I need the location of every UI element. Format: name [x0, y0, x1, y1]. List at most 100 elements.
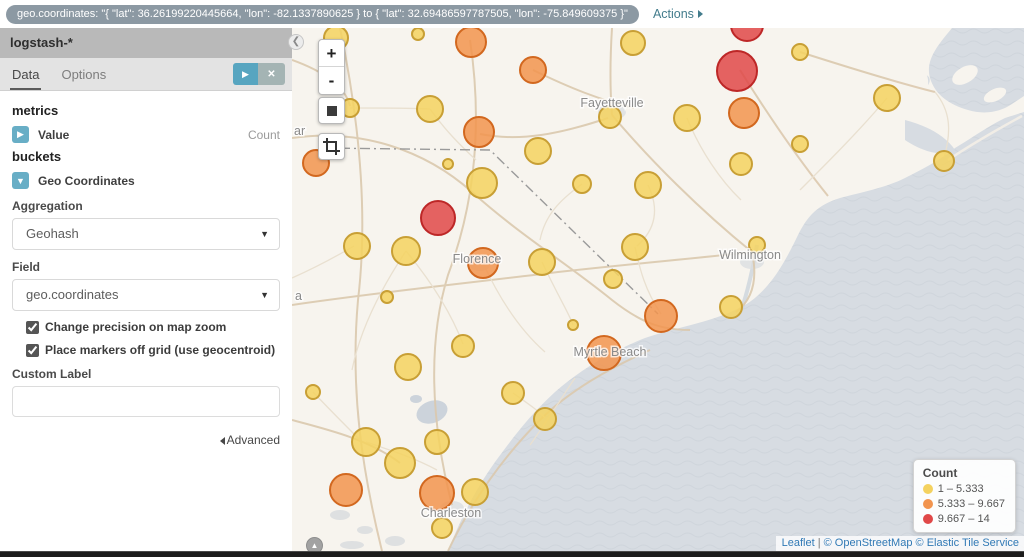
advanced-toggle[interactable]: Advanced [12, 433, 280, 447]
bubble-marker[interactable] [716, 50, 758, 92]
bubble-marker[interactable] [620, 30, 646, 56]
marsh [357, 526, 373, 534]
aggregation-label: Aggregation [12, 199, 83, 213]
openstreetmap-link[interactable]: © OpenStreetMap [823, 537, 913, 549]
bubble-marker[interactable] [384, 447, 416, 479]
marsh [340, 541, 364, 549]
bubble-marker[interactable] [391, 236, 421, 266]
legend-item: 5.333 – 9.667 [922, 498, 1005, 510]
bubble-marker[interactable] [598, 105, 622, 129]
metric-agg-type: Count [247, 127, 280, 142]
apply-changes-button[interactable]: ▶ [233, 63, 258, 85]
elastic-tile-service-link[interactable]: © Elastic Tile Service [915, 537, 1019, 549]
bubble-marker[interactable] [519, 56, 547, 84]
aggregation-select[interactable]: Geohash ▼ [12, 218, 280, 250]
filter-actions-button[interactable]: Actions [653, 7, 703, 21]
chevron-left-icon [219, 436, 225, 445]
bubble-marker[interactable] [467, 247, 499, 279]
leaflet-link[interactable]: Leaflet [781, 537, 815, 549]
bubble-marker[interactable] [528, 248, 556, 276]
bubble-marker[interactable] [501, 381, 525, 405]
bubble-marker[interactable] [463, 116, 495, 148]
bubble-marker[interactable] [533, 407, 557, 431]
bubble-marker[interactable] [455, 28, 487, 58]
bubble-marker[interactable] [380, 290, 394, 304]
bubble-marker[interactable] [461, 478, 489, 506]
chevron-down-icon[interactable]: ▼ [12, 172, 29, 189]
metrics-heading: metrics [12, 103, 59, 118]
bubble-marker[interactable] [567, 319, 579, 331]
bubble-marker[interactable] [586, 335, 622, 371]
bubble-marker[interactable] [524, 137, 552, 165]
custom-label-input[interactable] [12, 386, 280, 417]
window-bottom-edge [0, 551, 1024, 557]
city-label: Charleston [421, 506, 481, 520]
precision-checkbox-row: Change precision on map zoom [26, 320, 280, 334]
bubble-marker[interactable] [420, 200, 456, 236]
lake [410, 395, 422, 403]
chevron-right-icon[interactable]: ▶ [12, 126, 29, 143]
vis-editor-sidebar: logstash-* Data Options ▶ ✕ metrics ▶ Va… [0, 28, 292, 551]
zoom-in-button[interactable]: + [319, 40, 344, 67]
bubble-marker[interactable] [873, 84, 901, 112]
bubble-marker[interactable] [634, 171, 662, 199]
tab-data[interactable]: Data [10, 58, 42, 90]
bubble-marker[interactable] [329, 473, 363, 507]
island [952, 65, 978, 85]
caret-down-icon: ▼ [260, 290, 269, 300]
legend-dot-icon [922, 514, 933, 524]
bubble-marker[interactable] [394, 353, 422, 381]
bubble-marker[interactable] [424, 429, 450, 455]
zoom-control: + - [318, 39, 345, 95]
bubble-marker[interactable] [933, 150, 955, 172]
bubble-marker[interactable] [603, 269, 623, 289]
bubble-marker[interactable] [791, 135, 809, 153]
bubble-marker[interactable] [431, 517, 453, 539]
bubble-marker[interactable] [621, 233, 649, 261]
draw-rectangle-button[interactable] [318, 133, 345, 160]
chevron-right-icon [697, 10, 703, 18]
index-pattern-title: logstash-* [0, 28, 292, 58]
city-label: Fayetteville [580, 96, 643, 110]
bubble-marker[interactable] [351, 427, 381, 457]
advanced-label: Advanced [226, 433, 280, 447]
city-label: Wilmington [719, 248, 781, 262]
bubble-marker[interactable] [466, 167, 498, 199]
field-select[interactable]: geo.coordinates ▼ [12, 279, 280, 311]
geocentroid-checkbox-label[interactable]: Place markers off grid (use geocentroid) [45, 343, 276, 357]
discard-changes-button[interactable]: ✕ [258, 63, 285, 85]
bubble-marker[interactable] [748, 236, 766, 254]
bubble-marker[interactable] [728, 97, 760, 129]
bubble-marker[interactable] [729, 152, 753, 176]
sidebar-collapse-button[interactable]: ❮ [288, 34, 304, 50]
precision-checkbox-label[interactable]: Change precision on map zoom [45, 320, 227, 334]
precision-checkbox[interactable] [26, 320, 39, 334]
legend-title: Count [922, 466, 958, 480]
bubble-marker[interactable] [451, 334, 475, 358]
bubble-marker[interactable] [791, 43, 809, 61]
tab-options[interactable]: Options [61, 67, 107, 82]
attribution-toggle-button[interactable]: ▲ [306, 537, 323, 551]
bubble-marker[interactable] [305, 384, 321, 400]
geocentroid-checkbox[interactable] [26, 343, 39, 357]
geo-filter-pill[interactable]: geo.coordinates: "{ "lat": 36.2619922044… [6, 4, 639, 24]
field-label: Field [12, 260, 41, 274]
bubble-marker[interactable] [411, 28, 425, 41]
crop-icon [323, 138, 340, 155]
bubble-marker[interactable] [644, 299, 678, 333]
bubble-marker[interactable] [572, 174, 592, 194]
bubble-marker[interactable] [673, 104, 701, 132]
ocean-water [448, 112, 1024, 551]
bubble-marker[interactable] [730, 28, 764, 42]
bubble-marker[interactable] [416, 95, 444, 123]
zoom-out-button[interactable]: - [319, 67, 344, 94]
bubble-marker[interactable] [442, 158, 454, 170]
bubble-marker[interactable] [419, 475, 455, 511]
bubble-marker[interactable] [719, 295, 743, 319]
bubble-marker[interactable] [343, 232, 371, 260]
fit-bounds-icon [327, 106, 337, 116]
tile-map[interactable]: Fayetteville Wilmington Florence Myrtle Bea… [292, 28, 1024, 551]
buckets-heading: buckets [12, 149, 62, 164]
lake [416, 400, 448, 424]
fit-data-bounds-button[interactable] [318, 97, 345, 124]
